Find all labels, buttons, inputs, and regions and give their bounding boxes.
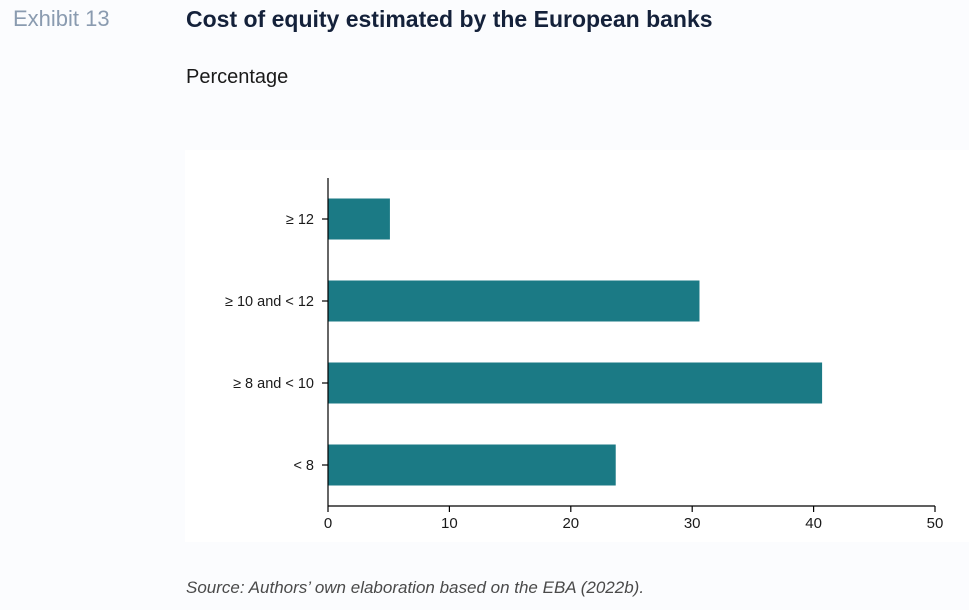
- y-tick-label: ≥ 12: [286, 212, 314, 228]
- x-tick-label: 20: [562, 515, 579, 532]
- x-tick-label: 50: [927, 515, 944, 532]
- x-tick-label: 10: [441, 515, 458, 532]
- bar: [328, 362, 823, 404]
- bar: [328, 444, 616, 486]
- bar: [328, 198, 390, 240]
- exhibit-label: Exhibit 13: [13, 6, 110, 31]
- y-tick-label: ≥ 8 and < 10: [233, 376, 314, 392]
- chart-title: Cost of equity estimated by the European…: [186, 6, 713, 32]
- source-note: Source: Authors’ own elaboration based o…: [186, 578, 645, 597]
- y-tick-label: < 8: [293, 458, 314, 474]
- x-tick-label: 40: [805, 515, 822, 532]
- x-tick-label: 30: [684, 515, 701, 532]
- x-tick-label: 0: [324, 515, 332, 532]
- chart-subtitle: Percentage: [186, 66, 289, 88]
- bar: [328, 280, 700, 322]
- y-tick-label: ≥ 10 and < 12: [225, 294, 314, 310]
